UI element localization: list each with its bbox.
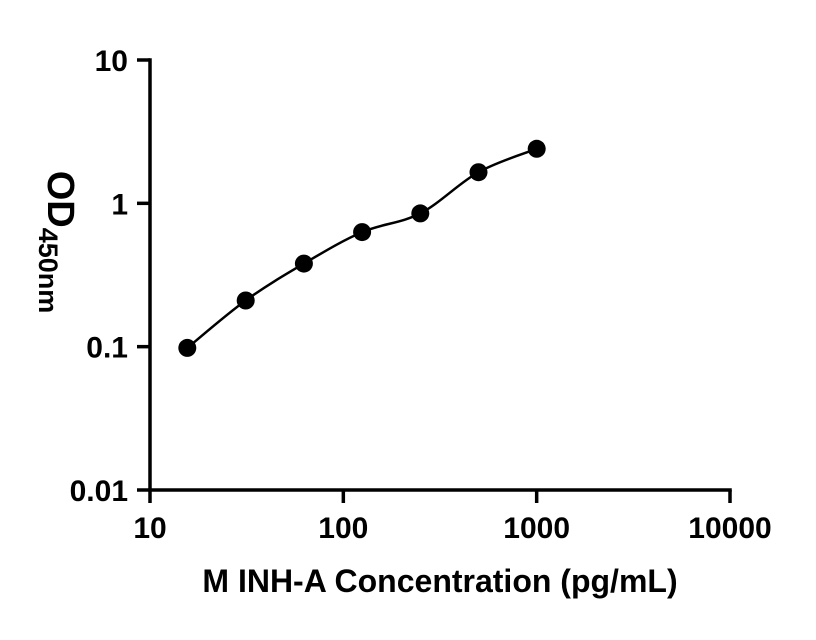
data-point (353, 223, 372, 242)
y-axis-tick-labels: 0.01 0.1 1 10 (70, 45, 128, 508)
y-tick-label: 0.1 (86, 332, 128, 365)
data-point (469, 163, 488, 182)
y-tick-label: 1 (111, 188, 128, 221)
x-axis-tick-labels: 10 100 1000 10000 (133, 512, 771, 545)
data-point (178, 338, 197, 357)
data-point (236, 291, 255, 310)
x-tick-label: 10 (133, 512, 166, 545)
y-axis-title-main: OD (39, 171, 81, 228)
y-tick-label: 10 (95, 45, 128, 78)
y-axis-ticks (137, 58, 150, 492)
x-axis-ticks (148, 490, 732, 503)
data-point (411, 204, 430, 223)
y-axis-title: OD450nm (33, 171, 81, 314)
data-point-markers (178, 139, 546, 357)
x-tick-label: 100 (318, 512, 368, 545)
y-axis-title-subscript: 450nm (33, 228, 63, 314)
data-point (294, 254, 313, 273)
x-axis-title: M INH-A Concentration (pg/mL) (202, 563, 677, 599)
x-tick-label: 10000 (688, 512, 771, 545)
data-point (527, 139, 546, 158)
x-tick-label: 1000 (503, 512, 570, 545)
axes-frame (148, 58, 732, 492)
y-tick-label: 0.01 (70, 475, 128, 508)
